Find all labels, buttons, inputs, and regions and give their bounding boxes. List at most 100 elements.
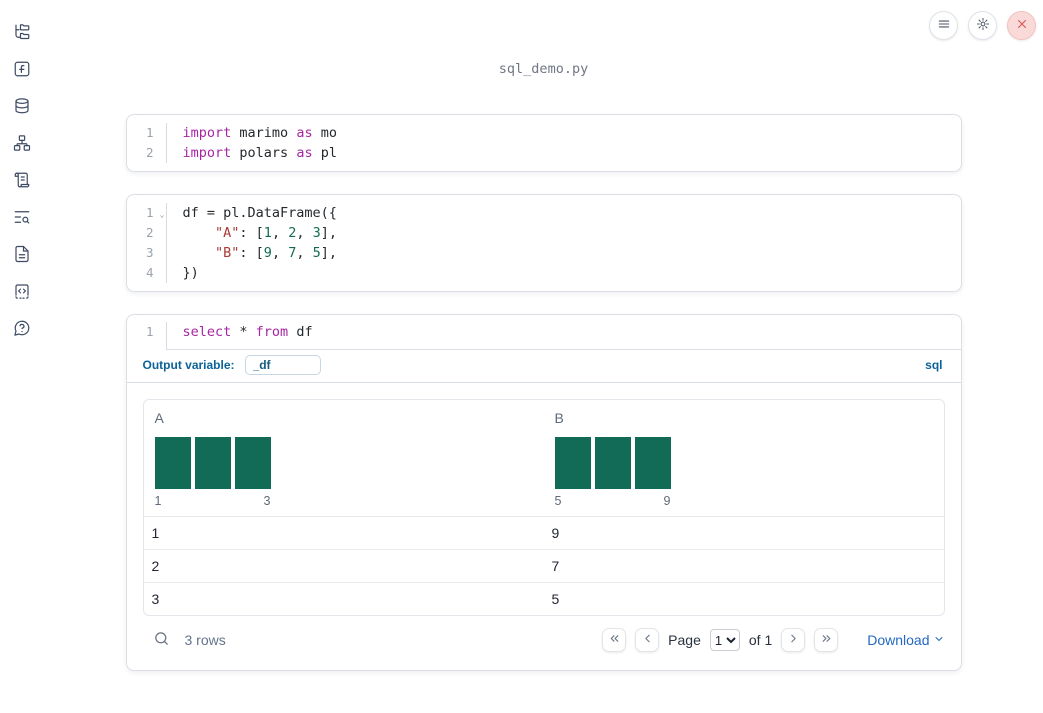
- square-function-icon: [13, 60, 31, 81]
- table-cell: 2: [143, 549, 544, 583]
- text-search-icon: [13, 208, 31, 229]
- message-question-icon: [13, 319, 31, 340]
- hist-max-label: 9: [663, 494, 671, 508]
- column-name: A: [154, 410, 164, 426]
- chevrons-left-icon: [608, 632, 621, 648]
- sql-code-editor[interactable]: 1 select * from df: [127, 315, 961, 350]
- line-number: 2: [127, 223, 167, 243]
- page-select[interactable]: 1: [709, 629, 740, 651]
- code-line: 4}): [127, 263, 961, 283]
- line-number: 1: [127, 123, 167, 143]
- sidebar-item-outline-search[interactable]: [12, 209, 32, 227]
- chevron-left-icon: [641, 632, 654, 648]
- table-cell: 1: [143, 516, 544, 550]
- hist-min-label: 1: [154, 494, 162, 508]
- code-line: 1 import marimo as mo: [127, 123, 961, 143]
- code-editor[interactable]: 1 ⌄ df = pl.DataFrame({2 "A": [1, 2, 3], 3 …: [127, 195, 961, 291]
- code-line-text: df = pl.DataFrame({: [182, 205, 337, 221]
- code-line: 2 import polars as pl: [127, 143, 961, 163]
- search-button[interactable]: [153, 630, 170, 650]
- output-variable-input[interactable]: [244, 355, 321, 375]
- sidebar-item-logs[interactable]: [12, 172, 32, 190]
- page-label: Page: [668, 632, 701, 648]
- shutdown-button[interactable]: [1007, 11, 1036, 40]
- code-line-text: "B": [9, 7, 5],: [215, 245, 338, 261]
- table-cell: 5: [543, 582, 944, 615]
- hist-max-label: 3: [263, 494, 271, 508]
- row-count: 3 rows: [184, 632, 226, 648]
- code-cell-dataframe: 1 ⌄ df = pl.DataFrame({2 "A": [1, 2, 3], 3 …: [125, 194, 962, 292]
- gear-icon: [976, 17, 990, 34]
- line-number: 1 ⌄: [127, 203, 167, 223]
- histogram-bar: [194, 437, 231, 489]
- code-square-icon: [13, 282, 31, 303]
- sidebar-item-dependencies[interactable]: [12, 134, 32, 155]
- fold-chevron-icon[interactable]: ⌄: [159, 210, 165, 219]
- output-variable-label: Output variable:: [142, 358, 235, 372]
- database-icon: [13, 97, 31, 118]
- histogram-bar: [554, 437, 591, 489]
- code-editor[interactable]: 1 import marimo as mo 2 import polars as pl: [127, 115, 961, 171]
- pagination: Page 1 of 1 Download: [602, 628, 944, 652]
- download-button[interactable]: Download: [867, 632, 944, 648]
- code-line-text: }): [182, 265, 199, 281]
- chevron-right-icon: [787, 632, 800, 648]
- page-of-label: of 1: [748, 632, 773, 648]
- sql-options-row: Output variable: sql: [126, 350, 961, 383]
- sidebar-item-help[interactable]: [12, 320, 32, 338]
- first-page-button[interactable]: [602, 628, 627, 652]
- table-cell: 9: [543, 516, 944, 550]
- sidebar-item-file-explorer[interactable]: [12, 23, 32, 44]
- table-cell: 7: [543, 549, 944, 583]
- histogram-bar: [154, 437, 191, 489]
- sidebar-item-snippets[interactable]: [12, 283, 32, 301]
- code-line: 3 "B": [9, 7, 5],: [127, 243, 961, 263]
- language-badge: sql: [925, 358, 943, 372]
- line-number: 1: [127, 322, 167, 350]
- column-name: B: [554, 410, 564, 426]
- table-footer: 3 rows Page 1 of 1: [143, 616, 945, 662]
- code-cell-imports: 1 import marimo as mo 2 import polars as pl: [125, 114, 962, 172]
- histogram-bar: [634, 437, 671, 489]
- code-line: 1 select * from df: [127, 322, 961, 350]
- settings-button[interactable]: [968, 11, 997, 40]
- sidebar-item-variables[interactable]: [12, 61, 32, 79]
- sidebar-item-datasources[interactable]: [12, 97, 32, 118]
- chevrons-right-icon: [820, 632, 833, 648]
- code-line-text: "A": [1, 2, 3],: [215, 225, 338, 241]
- histogram-bar: [594, 437, 631, 489]
- line-number: 3: [127, 243, 167, 263]
- close-icon: [1015, 17, 1029, 34]
- last-page-button[interactable]: [814, 628, 839, 652]
- file-text-icon: [13, 245, 31, 266]
- sidebar-item-documentation[interactable]: [12, 245, 32, 266]
- previous-page-button[interactable]: [635, 628, 660, 652]
- menu-button[interactable]: [929, 11, 958, 40]
- window-controls: [929, 11, 1036, 40]
- histogram-bar: [234, 437, 271, 489]
- hist-min-label: 5: [554, 494, 562, 508]
- table-cell: 3: [143, 582, 544, 615]
- network-icon: [13, 134, 31, 155]
- next-page-button[interactable]: [781, 628, 806, 652]
- code-line-text: import marimo as mo: [182, 125, 337, 141]
- code-line: 2 "A": [1, 2, 3],: [127, 223, 961, 243]
- notebook-filename: sql_demo.py: [498, 61, 589, 77]
- chevron-down-icon: [933, 632, 945, 648]
- code-line-text: select * from df: [166, 322, 961, 350]
- scroll-text-icon: [13, 171, 31, 192]
- folder-tree-icon: [13, 23, 31, 44]
- line-number: 4: [127, 263, 167, 283]
- menu-icon: [937, 17, 951, 34]
